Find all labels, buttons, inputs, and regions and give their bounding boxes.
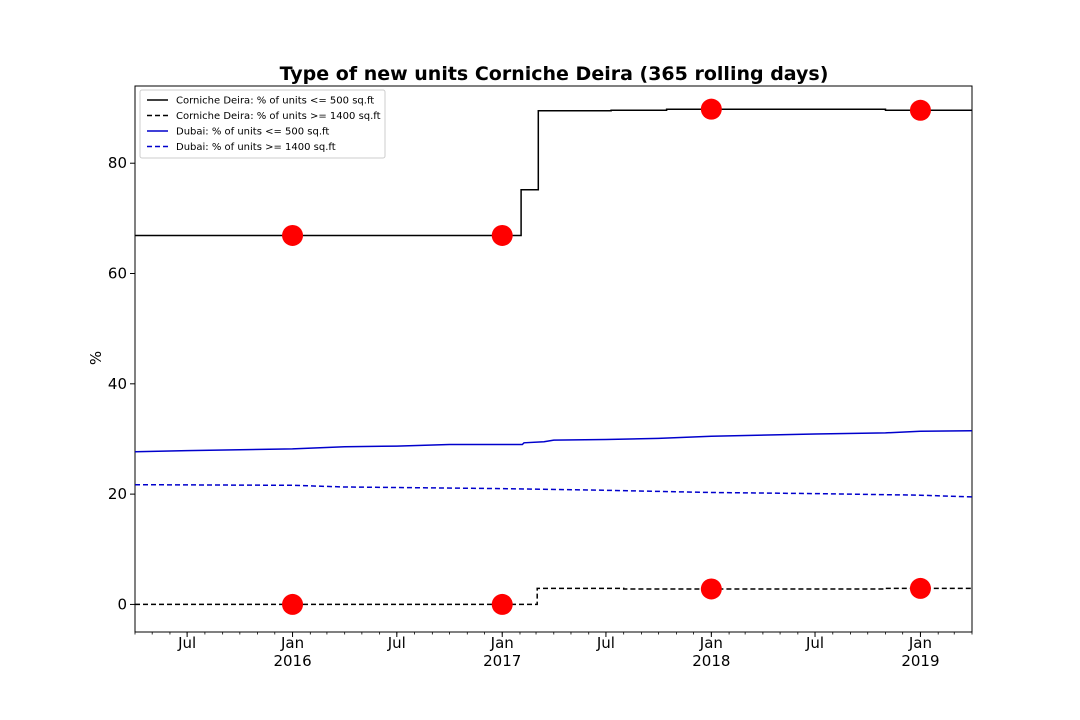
x-tick-label: Jan	[280, 634, 304, 652]
data-marker	[282, 593, 304, 615]
x-tick-year-label: 2016	[273, 652, 311, 670]
legend-label: Dubai: % of units <= 500 sq.ft	[176, 127, 329, 138]
x-tick-label: Jul	[805, 634, 824, 652]
data-marker	[491, 224, 513, 246]
data-marker	[700, 578, 722, 600]
y-axis-label: %	[87, 351, 105, 365]
data-marker	[491, 593, 513, 615]
x-tick-label: Jul	[177, 634, 196, 652]
x-tick-label: Jan	[699, 634, 723, 652]
legend-label: Corniche Deira: % of units >= 1400 sq.ft	[176, 111, 381, 122]
x-tick-label: Jan	[908, 634, 932, 652]
legend: Corniche Deira: % of units <= 500 sq.ft C…	[139, 89, 386, 159]
y-tick-label: 60	[108, 265, 127, 283]
x-tick-label: Jan	[490, 634, 514, 652]
y-tick-label: 40	[108, 375, 127, 393]
data-marker	[700, 98, 722, 120]
x-tick-year-label: 2018	[692, 652, 730, 670]
legend-label: Dubai: % of units >= 1400 sq.ft	[176, 142, 336, 153]
series-line-2	[135, 587, 972, 606]
series-line-1	[135, 108, 972, 237]
x-tick-year-label: 2019	[901, 652, 939, 670]
data-marker	[282, 224, 304, 246]
x-tick-label: Jul	[596, 634, 615, 652]
data-marker	[909, 99, 931, 121]
axes-frame	[134, 85, 973, 633]
chart-title: Type of new units Corniche Deira (365 ro…	[280, 63, 829, 85]
data-marker	[909, 577, 931, 599]
x-tick-year-label: 2017	[483, 652, 521, 670]
y-tick-label: 20	[108, 485, 127, 503]
y-tick-label: 80	[108, 154, 127, 172]
series-line-3	[134, 429, 973, 453]
legend-box	[139, 89, 386, 159]
x-tick-label: Jul	[387, 634, 406, 652]
legend-label: Corniche Deira: % of units <= 500 sq.ft	[176, 96, 374, 107]
series-line-4	[134, 483, 973, 498]
y-tick-label: 0	[117, 595, 127, 613]
